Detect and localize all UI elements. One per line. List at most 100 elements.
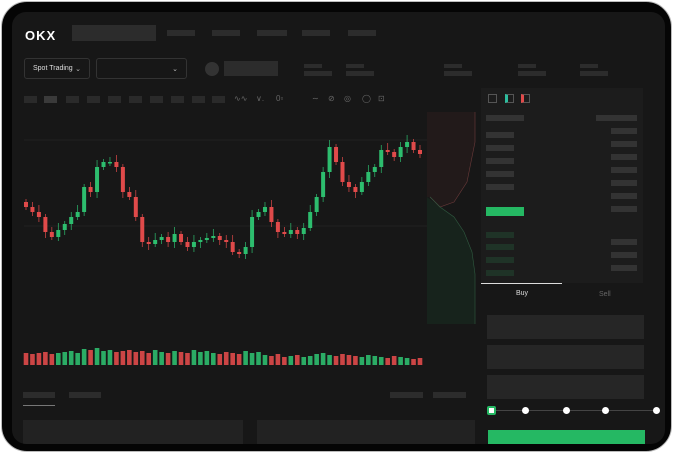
candle-body (385, 150, 390, 152)
candle-body (146, 242, 151, 244)
order-book-both-icon[interactable] (488, 94, 497, 103)
amount-slider[interactable] (492, 410, 657, 411)
candle-body (36, 212, 41, 217)
volume-bar (198, 352, 203, 365)
bid-amount (611, 265, 637, 271)
timeframe-button[interactable] (171, 96, 184, 103)
volume-bar (236, 354, 242, 365)
search-bar[interactable] (72, 25, 156, 41)
volume-bar (346, 355, 352, 365)
volume-bar (294, 355, 300, 365)
candle-body (88, 187, 93, 192)
candle-body (379, 150, 384, 167)
candle-body (114, 162, 119, 167)
volume-bar (211, 353, 216, 365)
volume-bar (120, 351, 126, 365)
volume-bar (43, 352, 48, 365)
ask-price (486, 145, 514, 151)
total-input[interactable] (487, 375, 644, 399)
nav-item[interactable] (348, 30, 376, 36)
chevron-down-icon: ⌄ (172, 65, 178, 73)
volume-bar (404, 358, 410, 365)
candlestick-chart[interactable] (12, 12, 665, 444)
bid-price (486, 257, 514, 263)
tab-sell[interactable]: Sell (599, 291, 611, 298)
line-tool-icon[interactable]: ∼ (312, 94, 319, 103)
volume-bar (230, 353, 235, 365)
timeframe-button[interactable] (44, 96, 57, 103)
chart-type-icon[interactable]: ∨. (256, 94, 265, 103)
candle-body (314, 197, 319, 212)
indicator-icon[interactable]: ∿∿ (234, 94, 248, 103)
volume-bar (204, 351, 210, 365)
screenshot-icon[interactable]: ◯ (362, 94, 371, 103)
ask-amount (611, 167, 637, 173)
order-book-header (486, 115, 524, 121)
nav-item[interactable] (167, 30, 195, 36)
ask-amount (611, 141, 637, 147)
timeframe-button[interactable] (108, 96, 121, 103)
volume-bar (269, 356, 274, 365)
volume-bar (49, 354, 55, 365)
tab-open-orders[interactable] (23, 392, 55, 398)
volume-bar (185, 353, 190, 365)
market-type-dropdown[interactable]: Spot Trading ⌄ (24, 58, 90, 79)
candle-body (295, 230, 300, 234)
candle-body (366, 172, 371, 182)
bid-price (486, 232, 514, 238)
candle-body (405, 142, 410, 147)
timeframe-button[interactable] (66, 96, 79, 103)
tab-order-history[interactable] (69, 392, 101, 398)
timeframe-button[interactable] (24, 96, 37, 103)
candle-body (133, 197, 138, 217)
volume-bar (282, 357, 287, 365)
amount-input[interactable] (487, 345, 644, 369)
volume-bar (340, 354, 345, 365)
volume-bar (178, 352, 184, 365)
volume-bar (243, 351, 248, 365)
volume-bar (398, 357, 403, 365)
candle-body (250, 217, 255, 247)
tab-buy[interactable]: Buy (516, 290, 529, 297)
interval-icon[interactable]: 0▫ (276, 94, 284, 103)
candle-body (153, 240, 158, 244)
candle-body (411, 142, 416, 150)
volume-bar (385, 358, 391, 365)
order-book-sell-icon[interactable] (521, 94, 530, 103)
bid-price (486, 270, 514, 276)
volume-bar (366, 355, 371, 365)
pair-dropdown[interactable]: ⌄ (96, 58, 187, 79)
candle-body (243, 247, 248, 254)
volume-bar (223, 352, 229, 365)
nav-item[interactable] (257, 30, 287, 36)
ask-amount (611, 154, 637, 160)
ask-price (486, 158, 514, 164)
volume-bar (327, 355, 332, 365)
volume-bar (139, 351, 145, 365)
buy-button[interactable] (488, 430, 645, 444)
timeframe-button[interactable] (87, 96, 100, 103)
timeframe-button[interactable] (129, 96, 142, 103)
volume-bar (411, 359, 416, 365)
settings-icon[interactable]: ◎ (344, 94, 351, 103)
nav-item[interactable] (302, 30, 330, 36)
timeframe-button[interactable] (192, 96, 205, 103)
fullscreen-icon[interactable]: ⊡ (378, 94, 385, 103)
candle-body (217, 236, 222, 240)
candle-body (172, 234, 177, 242)
volume-bar (165, 353, 171, 365)
volume-bar (81, 349, 87, 365)
nav-item[interactable] (212, 30, 240, 36)
depth-bids (427, 197, 475, 324)
timeframe-button[interactable] (150, 96, 163, 103)
candle-body (198, 240, 203, 242)
volume-bar (23, 353, 29, 365)
timeframe-button[interactable] (212, 96, 225, 103)
bid-amount (611, 252, 637, 258)
slider-handle[interactable] (487, 406, 496, 415)
price-input[interactable] (487, 315, 644, 339)
volume-bar (417, 358, 423, 365)
pair-price (224, 61, 278, 76)
order-book-buy-icon[interactable] (505, 94, 514, 103)
draw-tool-icon[interactable]: ⊘ (328, 94, 335, 103)
